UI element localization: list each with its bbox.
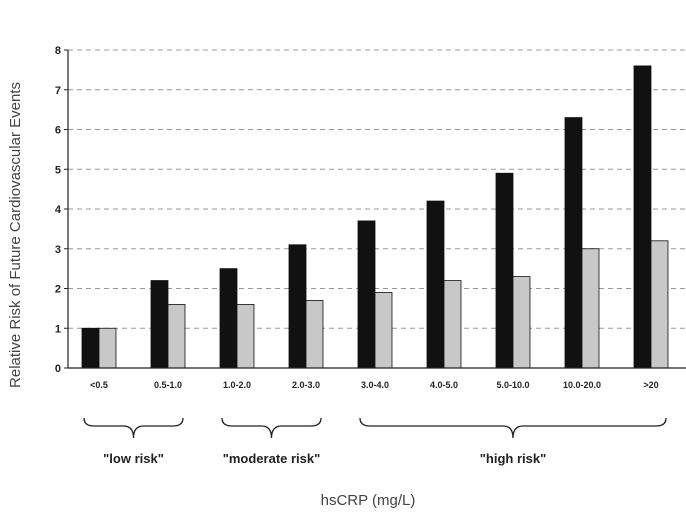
group-brace-0 [83,417,184,439]
bar-series2-4 [374,292,393,369]
y-tick-label: 7 [55,85,61,97]
bars [81,65,669,369]
bar-series1-4 [357,220,376,369]
bar-series2-5 [443,280,462,369]
x-tick-label: 0.5-1.0 [154,380,182,390]
group-label-0: "low risk" [103,451,164,466]
group-brace-2 [359,417,667,439]
bar-series1-2 [219,268,238,369]
y-tick-label: 3 [55,244,61,256]
x-tick-label: 1.0-2.0 [223,380,251,390]
x-tick-label: >20 [643,380,658,390]
bar-series1-5 [426,200,445,369]
y-tick-label: 2 [55,284,61,296]
y-tick-label: 6 [55,125,61,137]
bar-series1-0 [81,327,100,369]
x-tick-label: 10.0-20.0 [563,380,601,390]
x-tick-label: <0.5 [90,380,108,390]
bar-series1-1 [150,280,169,369]
x-tick-label: 3.0-4.0 [361,380,389,390]
bar-series1-7 [564,117,583,369]
y-axis-title: Relative Risk of Future Cardiovascular E… [7,82,24,388]
y-tick-label: 1 [55,323,61,335]
bar-series2-2 [236,303,255,369]
y-tick-label: 0 [55,363,61,375]
bar-series2-1 [167,303,186,369]
group-label-2: "high risk" [480,451,547,466]
bar-series2-3 [305,300,324,369]
group-brace-1 [221,417,322,439]
bar-series1-8 [633,65,652,369]
x-tick-label: 2.0-3.0 [292,380,320,390]
x-axis-title: hsCRP (mg/L) [321,492,416,509]
group-label-1: "moderate risk" [223,451,321,466]
bar-series2-7 [581,248,600,369]
x-tick-label: 4.0-5.0 [430,380,458,390]
bar-series1-3 [288,244,307,369]
grid-lines [68,49,686,329]
x-tick-labels: <0.5 0.5-1.0 1.0-2.0 2.0-3.0 3.0-4.0 4.0-5.0 5… [90,380,659,390]
bar-series2-8 [650,240,669,369]
y-tick-labels: 0 1 2 3 4 5 6 7 8 [55,45,68,375]
y-tick-label: 4 [55,204,62,216]
x-tick-label: 5.0-10.0 [496,380,529,390]
bar-series2-0 [98,327,117,369]
bar-series2-6 [512,276,531,369]
risk-groups: "low risk" "moderate risk" "high risk" [83,417,667,466]
y-tick-label: 5 [55,164,61,176]
bar-series1-6 [495,172,514,369]
y-tick-label: 8 [55,45,61,57]
